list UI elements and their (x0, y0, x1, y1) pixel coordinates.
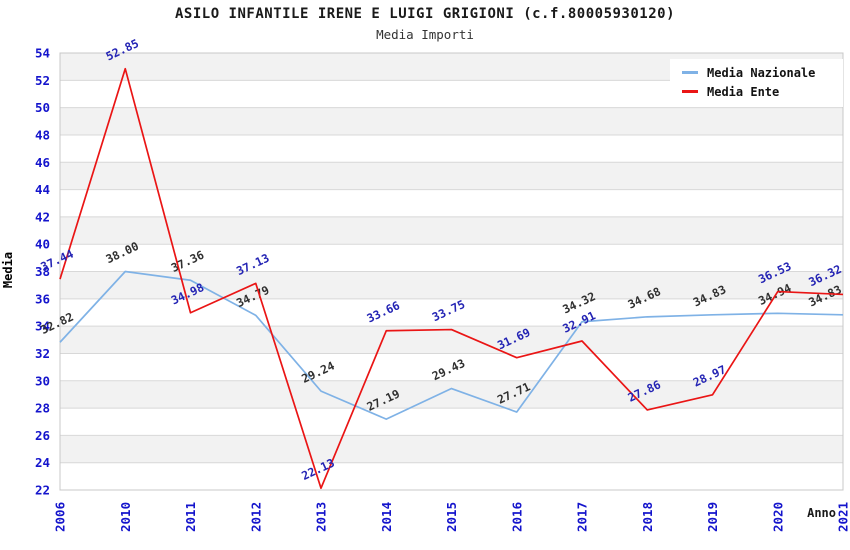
grid-band (60, 216, 843, 245)
x-tick-label: 2018 (640, 502, 655, 532)
y-tick-label: 28 (35, 401, 50, 416)
legend: Media Nazionale Media Ente (670, 59, 843, 107)
media-ente-line-swatch-icon (682, 90, 698, 93)
x-tick-label: 2014 (379, 502, 394, 532)
grid-band (60, 107, 843, 135)
x-tick-label: 2006 (53, 502, 68, 532)
y-tick-label: 42 (35, 209, 50, 224)
y-tick-label: 24 (35, 455, 50, 470)
y-tick-label: 48 (35, 127, 50, 142)
y-tick-label: 52 (35, 73, 50, 88)
x-axis-title: Anno (807, 506, 836, 520)
x-tick-label: 2015 (444, 502, 459, 532)
grid-band (60, 162, 843, 190)
y-tick-label: 30 (35, 373, 50, 388)
grid-band (60, 435, 843, 463)
y-tick-label: 54 (35, 46, 50, 61)
x-tick-label: 2017 (575, 502, 590, 532)
grid-band (60, 326, 843, 354)
chart-subtitle: Media Importi (376, 27, 474, 42)
chart-title: ASILO INFANTILE IRENE E LUIGI GRIGIONI (… (174, 6, 675, 22)
y-tick-label: 40 (35, 237, 50, 252)
series-line-1 (59, 67, 844, 490)
x-tick-label: 2010 (118, 502, 133, 532)
y-tick-label: 44 (35, 182, 50, 197)
y-tick-label: 38 (35, 264, 50, 279)
legend-item-media-nazionale: Media Nazionale (670, 63, 843, 82)
legend-label: Media Ente (707, 84, 780, 99)
x-tick-label: 2013 (314, 502, 329, 532)
x-tick-label: 2019 (705, 502, 720, 532)
legend-label: Media Nazionale (707, 65, 816, 80)
grid-band (60, 271, 843, 299)
y-tick-label: 36 (35, 291, 50, 306)
series-line-0 (59, 270, 844, 420)
y-tick-label: 50 (35, 100, 50, 115)
y-tick-label: 46 (35, 155, 50, 170)
x-tick-label: 2020 (770, 502, 785, 532)
y-tick-label: 32 (35, 346, 50, 361)
plot-border (59, 52, 844, 491)
x-tick-label: 2011 (183, 502, 198, 532)
y-tick-label: 22 (35, 483, 50, 498)
media-nazionale-line-swatch-icon (682, 71, 698, 74)
y-tick-label: 34 (35, 319, 50, 334)
y-tick-label: 26 (35, 428, 50, 443)
grid-band (60, 380, 843, 409)
y-axis-title: Media (1, 251, 15, 289)
legend-item-media-ente: Media Ente (670, 82, 843, 101)
x-tick-label: 2016 (509, 502, 524, 532)
x-tick-label: 2012 (248, 502, 263, 532)
x-tick-label: 2021 (836, 502, 850, 532)
